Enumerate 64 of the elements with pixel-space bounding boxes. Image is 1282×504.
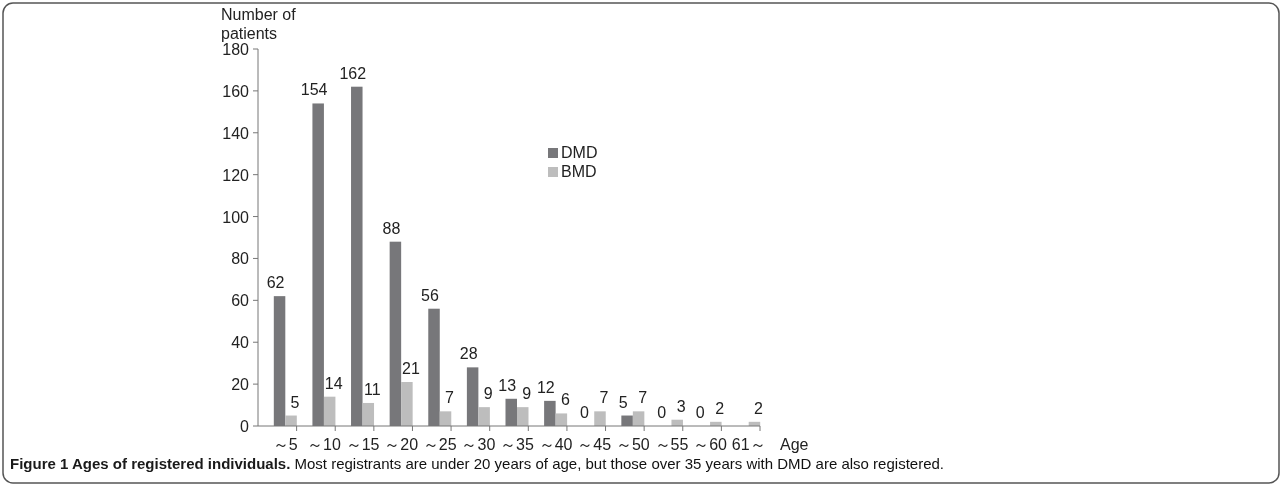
y-tick-label: 160 bbox=[222, 82, 250, 100]
x-tick-label: ～45 bbox=[577, 436, 612, 453]
data-label: 0 bbox=[580, 404, 590, 421]
x-tick-label: ～55 bbox=[654, 436, 689, 453]
data-label: 11 bbox=[363, 380, 381, 398]
legend-label: BMD bbox=[561, 163, 597, 180]
data-label: 28 bbox=[459, 345, 478, 363]
y-tick-label: 80 bbox=[231, 250, 250, 268]
y-axis-title: Number of patients bbox=[221, 6, 297, 42]
data-label: 56 bbox=[421, 286, 440, 304]
data-label: 5 bbox=[618, 393, 628, 411]
bar bbox=[632, 411, 645, 426]
x-tick-label: ～40 bbox=[538, 436, 573, 453]
x-tick-label: ～60 bbox=[693, 436, 728, 453]
y-tick-label: 120 bbox=[222, 166, 250, 184]
data-label: 62 bbox=[266, 274, 285, 292]
data-label: 3 bbox=[676, 397, 686, 415]
x-tick-label: 61～ bbox=[731, 436, 766, 453]
data-label: 7 bbox=[599, 389, 609, 407]
x-tick-label: ～35 bbox=[500, 436, 534, 453]
y-tick-label: 140 bbox=[222, 124, 250, 142]
data-label: 7 bbox=[445, 389, 455, 407]
data-label: 9 bbox=[522, 385, 532, 403]
x-tick-label: ～10 bbox=[307, 436, 341, 453]
y-tick-label: 100 bbox=[222, 208, 250, 226]
data-label: 154 bbox=[300, 81, 328, 99]
data-label: 13 bbox=[498, 376, 517, 394]
x-tick-label: ～15 bbox=[345, 436, 380, 453]
bar bbox=[362, 402, 375, 426]
legend-label: DMD bbox=[561, 144, 598, 161]
data-label: 7 bbox=[638, 389, 648, 407]
data-label: 9 bbox=[483, 385, 493, 403]
bar bbox=[517, 407, 529, 426]
bar bbox=[285, 415, 297, 426]
data-label: 6 bbox=[560, 391, 570, 409]
data-label: 0 bbox=[657, 404, 667, 421]
y-tick-label: 40 bbox=[231, 334, 250, 352]
x-tick-label: ～25 bbox=[422, 436, 457, 453]
y-tick-label: 180 bbox=[222, 41, 250, 58]
bar bbox=[594, 411, 606, 426]
bar bbox=[478, 407, 490, 426]
data-label: 21 bbox=[402, 360, 420, 378]
bar bbox=[555, 413, 568, 426]
x-tick-label: ～50 bbox=[615, 436, 650, 453]
y-tick-label: 0 bbox=[240, 418, 250, 435]
x-tick-label: ～5 bbox=[272, 436, 298, 453]
text: Figure 1 Ages of registered individuals. bbox=[10, 455, 291, 472]
data-label: 0 bbox=[695, 404, 705, 421]
x-tick-label: ～30 bbox=[461, 436, 496, 453]
bar bbox=[439, 411, 452, 426]
data-label: 2 bbox=[753, 399, 763, 417]
y-tick-label: 60 bbox=[231, 292, 250, 310]
y-tick-label: 20 bbox=[231, 376, 250, 394]
data-label: 14 bbox=[324, 374, 343, 392]
x-axis-title: Age bbox=[780, 436, 809, 453]
data-label: 88 bbox=[382, 219, 401, 237]
data-label: 2 bbox=[715, 399, 725, 417]
bar bbox=[323, 396, 336, 426]
data-label: 12 bbox=[536, 378, 555, 396]
x-tick-label: ～20 bbox=[384, 436, 419, 453]
bar bbox=[401, 382, 413, 426]
data-label: 5 bbox=[290, 393, 300, 411]
text: Most registrants are under 20 years of age, but those over 35 years with DMD are also registered. bbox=[290, 455, 944, 472]
data-label: 162 bbox=[339, 64, 367, 82]
